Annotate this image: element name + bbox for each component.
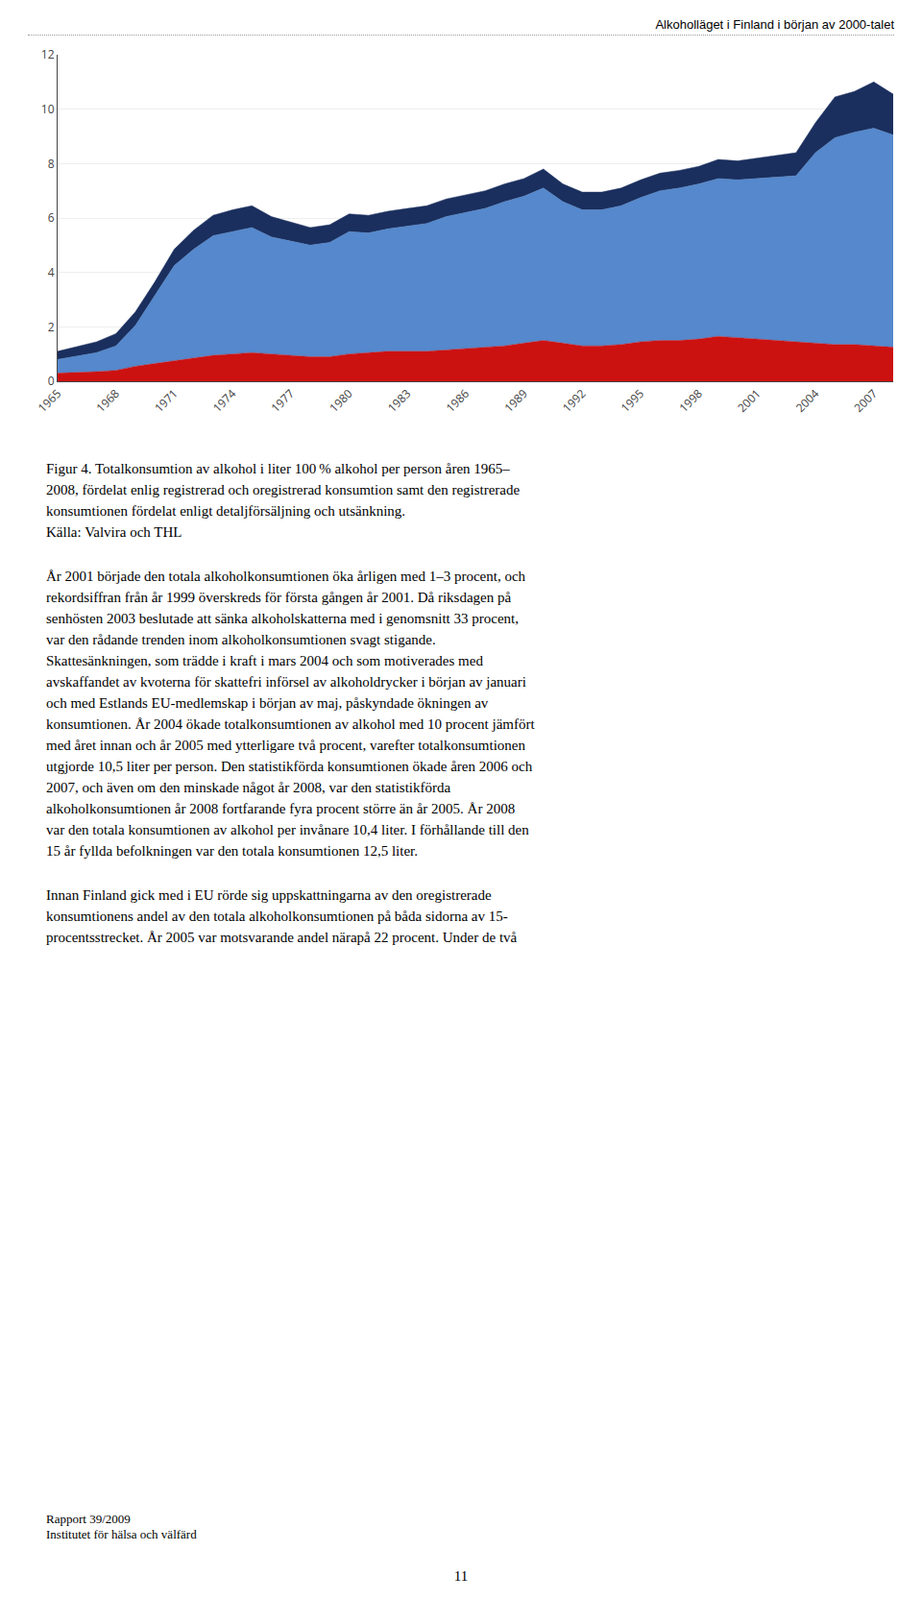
svg-text:12: 12 [41,46,55,63]
html-text:11: 11 [454,1568,468,1584]
html-text:Figur 4. Totalkonsumtion av al: Figur 4. Totalkonsumtion av alkohol i li… [46,461,510,477]
html-text:senhösten 2003 beslutade att s: senhösten 2003 beslutade att sänka alkoh… [46,610,519,627]
svg-text:2007: 2007 [849,385,881,416]
html-text:och med Estlands EU-medlemskap: och med Estlands EU-medlemskap i början … [46,695,489,711]
html-text:Skattesänkningen, som trädde i: Skattesänkningen, som trädde i kraft i m… [46,653,483,669]
svg-text:1971: 1971 [150,385,181,415]
html-text:År 2001 började den totala alk: År 2001 började den totala alkoholkonsum… [46,568,526,584]
svg-text:1986: 1986 [442,385,474,416]
svg-text:2: 2 [48,318,55,336]
svg-text:1995: 1995 [617,385,649,416]
html-text:var den rådande trenden inom a: var den rådande trenden inom alkoholkons… [46,631,436,648]
html-text:2008, fördelat enlig registrer: 2008, fördelat enlig registrerad och ore… [46,482,520,498]
svg-text:1989: 1989 [500,385,532,416]
svg-text:0: 0 [48,372,55,389]
svg-text:1974: 1974 [209,385,241,416]
html-text:15 år fyllda befolkningen var: 15 år fyllda befolkningen var den totala… [46,843,418,859]
html-text:med året innan och år 2005 med: med året innan och år 2005 med ytterliga… [46,737,526,753]
svg-text:2001: 2001 [733,385,764,415]
svg-text:4: 4 [48,264,55,281]
html-text:konsumtionens andel av den tot: konsumtionens andel av den totala alkoho… [46,908,508,924]
html-text:avskaffandet av kvoterna för s: avskaffandet av kvoterna för skattefri i… [46,674,527,690]
html-text:konsumtionen. År 2004 ökade to: konsumtionen. År 2004 ökade totalkonsumt… [46,716,535,732]
svg-text:1983: 1983 [384,385,415,416]
html-text:konsumtionen fördelat enligt d: konsumtionen fördelat enligt detaljförsä… [46,503,406,519]
svg-text:10: 10 [41,100,55,118]
html-text:Källa: Valvira och THL: Källa: Valvira och THL [46,524,182,540]
html-text:Rapport 39/2009: Rapport 39/2009 [46,1511,131,1527]
html-text:Innan Finland gick med i EU rö: Innan Finland gick med i EU rörde sig up… [46,887,492,903]
html-text:rekordsiffran från år 1999 öve: rekordsiffran från år 1999 överskreds fö… [46,589,512,606]
html-text:procentsstrecket. År 2005 var: procentsstrecket. År 2005 var motsvarand… [46,929,517,946]
svg-text:1992: 1992 [558,385,590,416]
svg-text:8: 8 [48,155,55,172]
svg-text:1968: 1968 [92,385,123,416]
svg-text:1965: 1965 [34,385,66,416]
html-text:var den totala konsumtionen av: var den totala konsumtionen av alkohol p… [46,822,529,838]
svg-text:1998: 1998 [675,385,706,416]
html-text:utgjorde 10,5 liter per person: utgjorde 10,5 liter per person. Den stat… [46,758,533,775]
html-text:2007, och även om den minskade: 2007, och även om den minskade något år … [46,779,451,796]
html-text:Institutet för hälsa och välfä: Institutet för hälsa och välfärd [46,1527,197,1542]
html-text:Alkoholläget i Finland i börja: Alkoholläget i Finland i början av 2000-… [655,17,895,32]
svg-text:1977: 1977 [266,385,298,416]
svg-text:6: 6 [48,209,55,226]
html-text:alkoholkonsumtionen år 2008 fo: alkoholkonsumtionen år 2008 fortfarande … [46,800,515,817]
svg-text:2004: 2004 [792,385,824,416]
svg-text:1980: 1980 [325,385,357,416]
